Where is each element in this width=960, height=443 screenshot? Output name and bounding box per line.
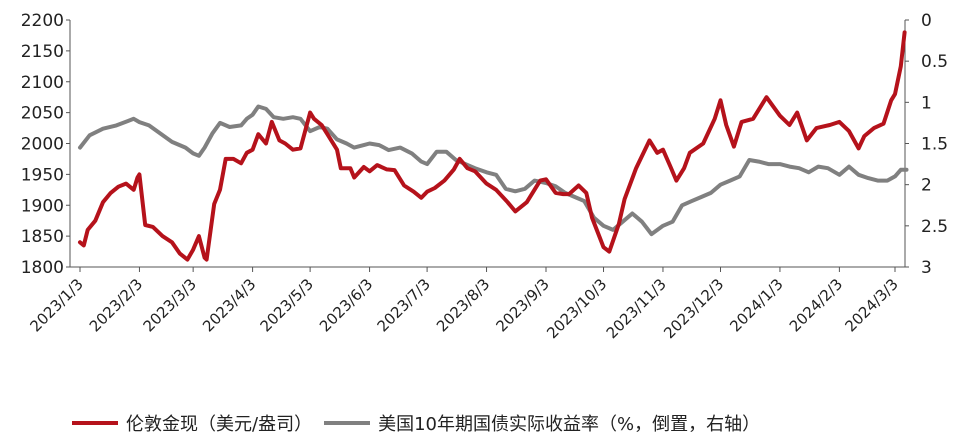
- legend-item-yield: 美国10年期国债实际收益率（%，倒置，右轴）: [324, 410, 760, 436]
- y-right-tick-label: 3: [921, 258, 932, 278]
- y-right-tick-label: 0.5: [921, 52, 948, 72]
- x-tick-label: 2023/2/3: [86, 275, 146, 335]
- y-right-tick-label: 1.5: [921, 135, 948, 155]
- y-left-tick-label: 1850: [21, 227, 64, 247]
- x-tick-label: 2023/8/3: [433, 275, 493, 335]
- legend: 伦敦金现（美元/盎司） 美国10年期国债实际收益率（%，倒置，右轴）: [0, 408, 960, 438]
- y-left-tick-label: 2000: [21, 135, 64, 155]
- legend-swatch-yield: [324, 421, 371, 425]
- x-tick-label: 2023/9/3: [492, 275, 552, 335]
- y-left-tick-label: 2200: [21, 11, 64, 31]
- series-line-gold: [78, 30, 907, 262]
- x-tick-label: 2024/3/3: [841, 275, 901, 335]
- legend-item-gold: 伦敦金现（美元/盎司）: [72, 410, 312, 436]
- x-tick-label: 2023/12/3: [660, 275, 727, 342]
- x-tick-label: 2023/10/3: [543, 275, 610, 342]
- axes: 2200 2150 2100 2050 2000 1950 1900 1850 1800 0 0.5…: [21, 11, 948, 342]
- x-tick-label: 2024/1/3: [726, 275, 786, 335]
- series-line-yield: [78, 104, 909, 237]
- x-tick-label: 2024/2/3: [786, 275, 846, 335]
- x-tick-label: 2023/6/3: [316, 275, 376, 335]
- x-tick-label: 2023/5/3: [257, 275, 317, 335]
- y-right-tick-label: 2: [921, 176, 932, 196]
- y-right-tick-label: 1: [921, 93, 932, 113]
- x-tick-label: 2023/1/3: [26, 275, 86, 335]
- legend-label-yield: 美国10年期国债实际收益率（%，倒置，右轴）: [378, 414, 761, 435]
- legend-swatch-gold: [72, 421, 118, 425]
- y-left-tick-label: 2050: [21, 104, 64, 124]
- y-left-tick-label: 1950: [21, 165, 64, 185]
- y-left-tick-label: 2150: [21, 42, 64, 62]
- y-right-tick-label: 2.5: [921, 217, 948, 237]
- y-right-tick-label: 0: [921, 11, 932, 31]
- chart: 2200 2150 2100 2050 2000 1950 1900 1850 1800 0 0.5…: [21, 11, 948, 342]
- y-left-tick-label: 2100: [21, 73, 64, 93]
- y-left-tick-label: 1900: [21, 196, 64, 216]
- y-left-tick-label: 1800: [21, 258, 64, 278]
- x-tick-label: 2023/7/3: [374, 275, 434, 335]
- series-layer: [78, 30, 909, 262]
- x-tick-label: 2023/4/3: [199, 275, 259, 335]
- x-tick-label: 2023/3/3: [140, 275, 200, 335]
- x-tick-label: 2023/11/3: [603, 275, 670, 342]
- legend-label-gold: 伦敦金现（美元/盎司）: [126, 414, 313, 435]
